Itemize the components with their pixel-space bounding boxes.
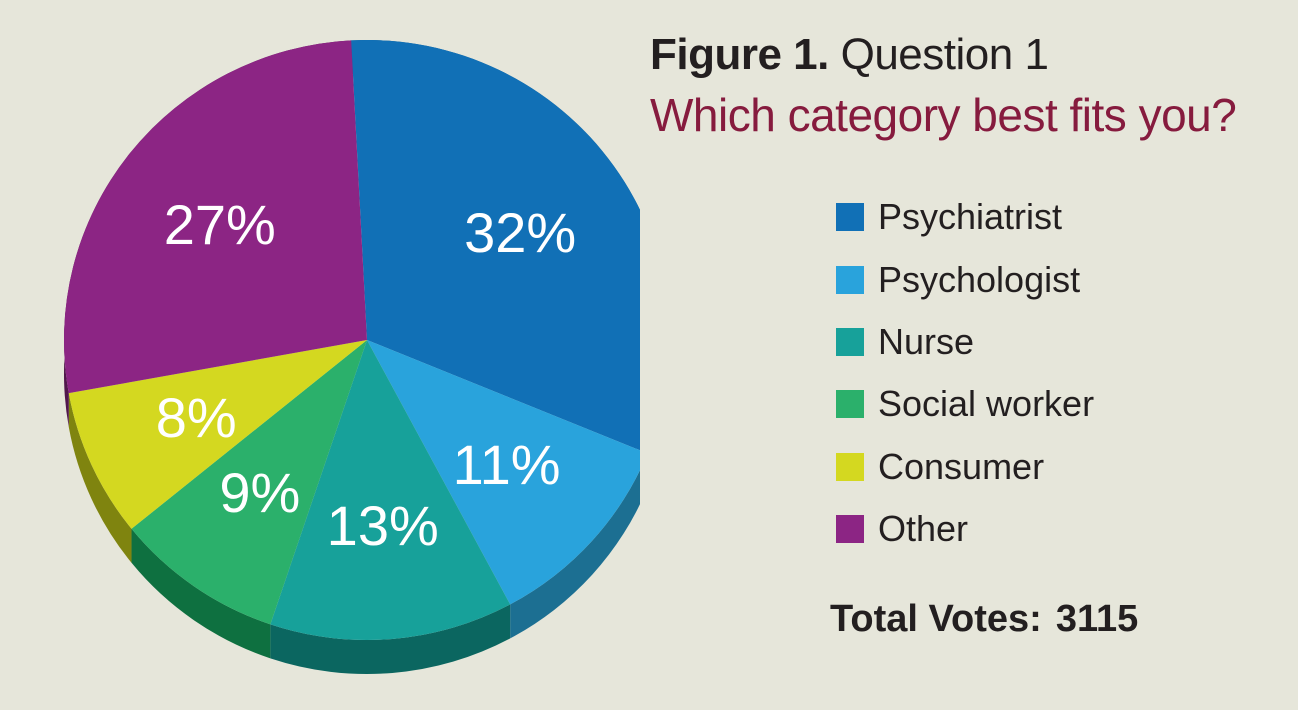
legend-item-nurse: Nurse — [836, 311, 1094, 373]
pie-label-consumer: 8% — [156, 386, 237, 449]
total-votes-value: 3115 — [1055, 598, 1139, 640]
pie-chart: 32% 11%13% 9% 8% 27% — [64, 40, 640, 674]
legend-label: Other — [878, 508, 969, 550]
legend-item-social-worker: Social worker — [836, 373, 1094, 435]
pie-label-other: 27% — [164, 193, 276, 256]
pie-slice-nurse — [270, 340, 511, 640]
pie-slice-psychiatrist — [351, 40, 640, 451]
pie-slice-consumer — [68, 340, 368, 529]
pie-side-nurse — [270, 604, 511, 674]
legend-swatch — [836, 390, 864, 419]
legend-label: Social worker — [878, 383, 1095, 425]
pie-slice-psychologist — [367, 340, 640, 605]
legend-item-psychologist: Psychologist — [836, 248, 1094, 310]
total-votes-label: Total Votes: — [830, 598, 1042, 640]
pie-label-social-worker: 9% — [219, 461, 300, 524]
legend-swatch — [836, 452, 864, 481]
pie-value-labels: 32% 11%13% 9% 8% 27% — [156, 193, 576, 557]
legend-item-psychiatrist: Psychiatrist — [836, 186, 1094, 248]
pie-slices — [64, 40, 640, 640]
legend-swatch — [836, 327, 864, 356]
figure-question: Question 1 — [840, 30, 1049, 79]
figure-title: Figure 1. Question 1 — [650, 30, 1236, 80]
pie-slice-social-worker — [131, 340, 367, 625]
legend-label: Psychologist — [878, 258, 1081, 300]
legend-label: Nurse — [878, 320, 975, 362]
total-votes: Total Votes: 3115 — [830, 598, 1138, 641]
legend-swatch — [836, 265, 864, 294]
legend: Psychiatrist Psychologist Nurse Social w… — [836, 186, 1094, 560]
pie-slice-other — [64, 40, 368, 394]
legend-item-other: Other — [836, 498, 1094, 560]
figure-number: Figure 1. — [650, 30, 829, 79]
legend-label: Psychiatrist — [878, 196, 1063, 238]
chart-subtitle: Which category best fits you? — [650, 89, 1237, 141]
pie-side-social-worker — [131, 528, 271, 659]
pie-side-psychologist — [510, 469, 640, 639]
legend-swatch — [836, 515, 864, 544]
pie-side-consumer — [68, 393, 132, 563]
pie-label-nurse: 13% — [327, 494, 439, 557]
legend-item-consumer: Consumer — [836, 436, 1094, 498]
legend-swatch — [836, 203, 864, 232]
pie-label-psychiatrist: 32% — [464, 201, 576, 264]
title-block: Figure 1. Question 1 Which category best… — [650, 30, 1237, 142]
legend-label: Consumer — [878, 445, 1045, 487]
pie-label-psychologist: 11% — [453, 433, 561, 496]
